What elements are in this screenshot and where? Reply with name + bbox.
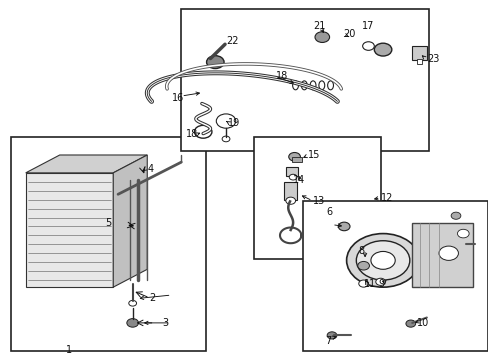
Polygon shape [26,173,113,287]
Bar [416,59,421,64]
Bar [411,46,426,60]
Circle shape [370,251,394,269]
Circle shape [457,229,468,238]
Text: 6: 6 [325,207,331,217]
Ellipse shape [309,81,315,90]
Text: 8: 8 [358,247,364,256]
Text: 3: 3 [162,318,167,328]
Bar [254,137,380,258]
Circle shape [338,222,349,231]
Circle shape [375,278,385,285]
Bar [11,137,205,351]
Polygon shape [411,223,472,287]
Circle shape [206,56,224,68]
Bar [284,182,296,200]
Circle shape [438,246,458,260]
Text: 13: 13 [312,197,324,206]
Text: 4: 4 [147,164,153,174]
Text: 18: 18 [276,71,288,81]
Bar [181,9,428,152]
Bar [285,167,297,176]
Circle shape [126,319,138,327]
Text: 23: 23 [426,54,438,64]
Polygon shape [26,155,147,173]
Circle shape [326,332,336,339]
Circle shape [128,300,136,306]
Text: 12: 12 [380,193,392,203]
Circle shape [216,114,235,128]
Text: 5: 5 [105,218,111,228]
Circle shape [373,43,391,56]
Text: 7: 7 [324,336,330,346]
Ellipse shape [301,81,306,90]
Circle shape [356,241,409,280]
Ellipse shape [327,81,333,90]
Text: 21: 21 [313,21,325,31]
Circle shape [346,234,419,287]
Circle shape [314,32,329,42]
Circle shape [222,136,229,142]
Text: 9: 9 [377,279,384,289]
Text: 19: 19 [227,118,239,128]
Circle shape [285,197,295,204]
Circle shape [450,212,460,219]
Circle shape [194,125,211,138]
Circle shape [357,261,369,270]
Circle shape [288,174,296,180]
Polygon shape [113,155,147,287]
Bar [291,157,301,162]
Text: 22: 22 [225,36,238,46]
Circle shape [288,153,300,161]
Text: 16: 16 [171,93,183,103]
Circle shape [358,280,368,287]
Text: 11: 11 [363,279,375,289]
Text: 15: 15 [307,150,320,160]
Text: 10: 10 [416,318,428,328]
Text: 17: 17 [362,21,374,31]
Text: 20: 20 [342,28,354,39]
Text: 14: 14 [292,175,305,185]
Ellipse shape [292,81,298,90]
Bar [302,202,487,351]
Ellipse shape [318,81,324,90]
Circle shape [362,42,373,50]
Text: 2: 2 [149,293,156,303]
Circle shape [405,320,415,327]
Text: 1: 1 [66,345,72,355]
Text: 18: 18 [185,129,198,139]
